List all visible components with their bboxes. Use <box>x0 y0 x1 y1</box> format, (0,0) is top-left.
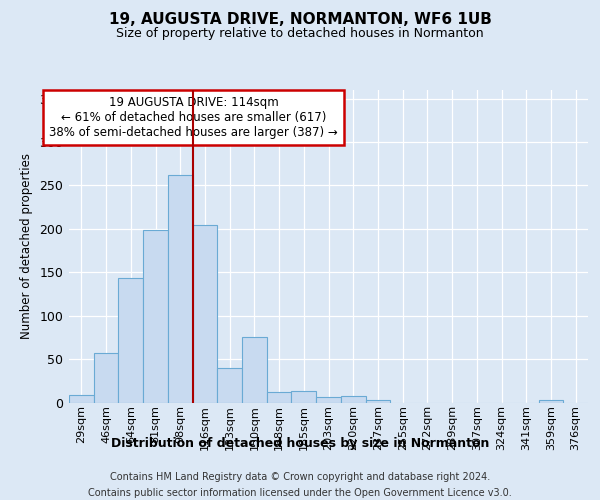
Text: 19 AUGUSTA DRIVE: 114sqm
← 61% of detached houses are smaller (617)
38% of semi-: 19 AUGUSTA DRIVE: 114sqm ← 61% of detach… <box>49 96 338 139</box>
Text: Contains public sector information licensed under the Open Government Licence v3: Contains public sector information licen… <box>88 488 512 498</box>
Bar <box>94 353 118 403</box>
Bar <box>365 400 390 402</box>
Bar <box>168 175 193 402</box>
Bar <box>292 391 316 402</box>
Y-axis label: Number of detached properties: Number of detached properties <box>20 153 32 339</box>
Text: Contains HM Land Registry data © Crown copyright and database right 2024.: Contains HM Land Registry data © Crown c… <box>110 472 490 482</box>
Text: Distribution of detached houses by size in Normanton: Distribution of detached houses by size … <box>111 438 489 450</box>
Bar <box>217 368 242 402</box>
Bar <box>539 400 563 402</box>
Text: Size of property relative to detached houses in Normanton: Size of property relative to detached ho… <box>116 28 484 40</box>
Bar <box>193 224 217 402</box>
Bar <box>267 392 292 402</box>
Bar <box>118 278 143 402</box>
Text: 19, AUGUSTA DRIVE, NORMANTON, WF6 1UB: 19, AUGUSTA DRIVE, NORMANTON, WF6 1UB <box>109 12 491 28</box>
Bar <box>143 230 168 402</box>
Bar <box>69 394 94 402</box>
Bar <box>242 338 267 402</box>
Bar <box>316 398 341 402</box>
Bar <box>341 396 365 402</box>
